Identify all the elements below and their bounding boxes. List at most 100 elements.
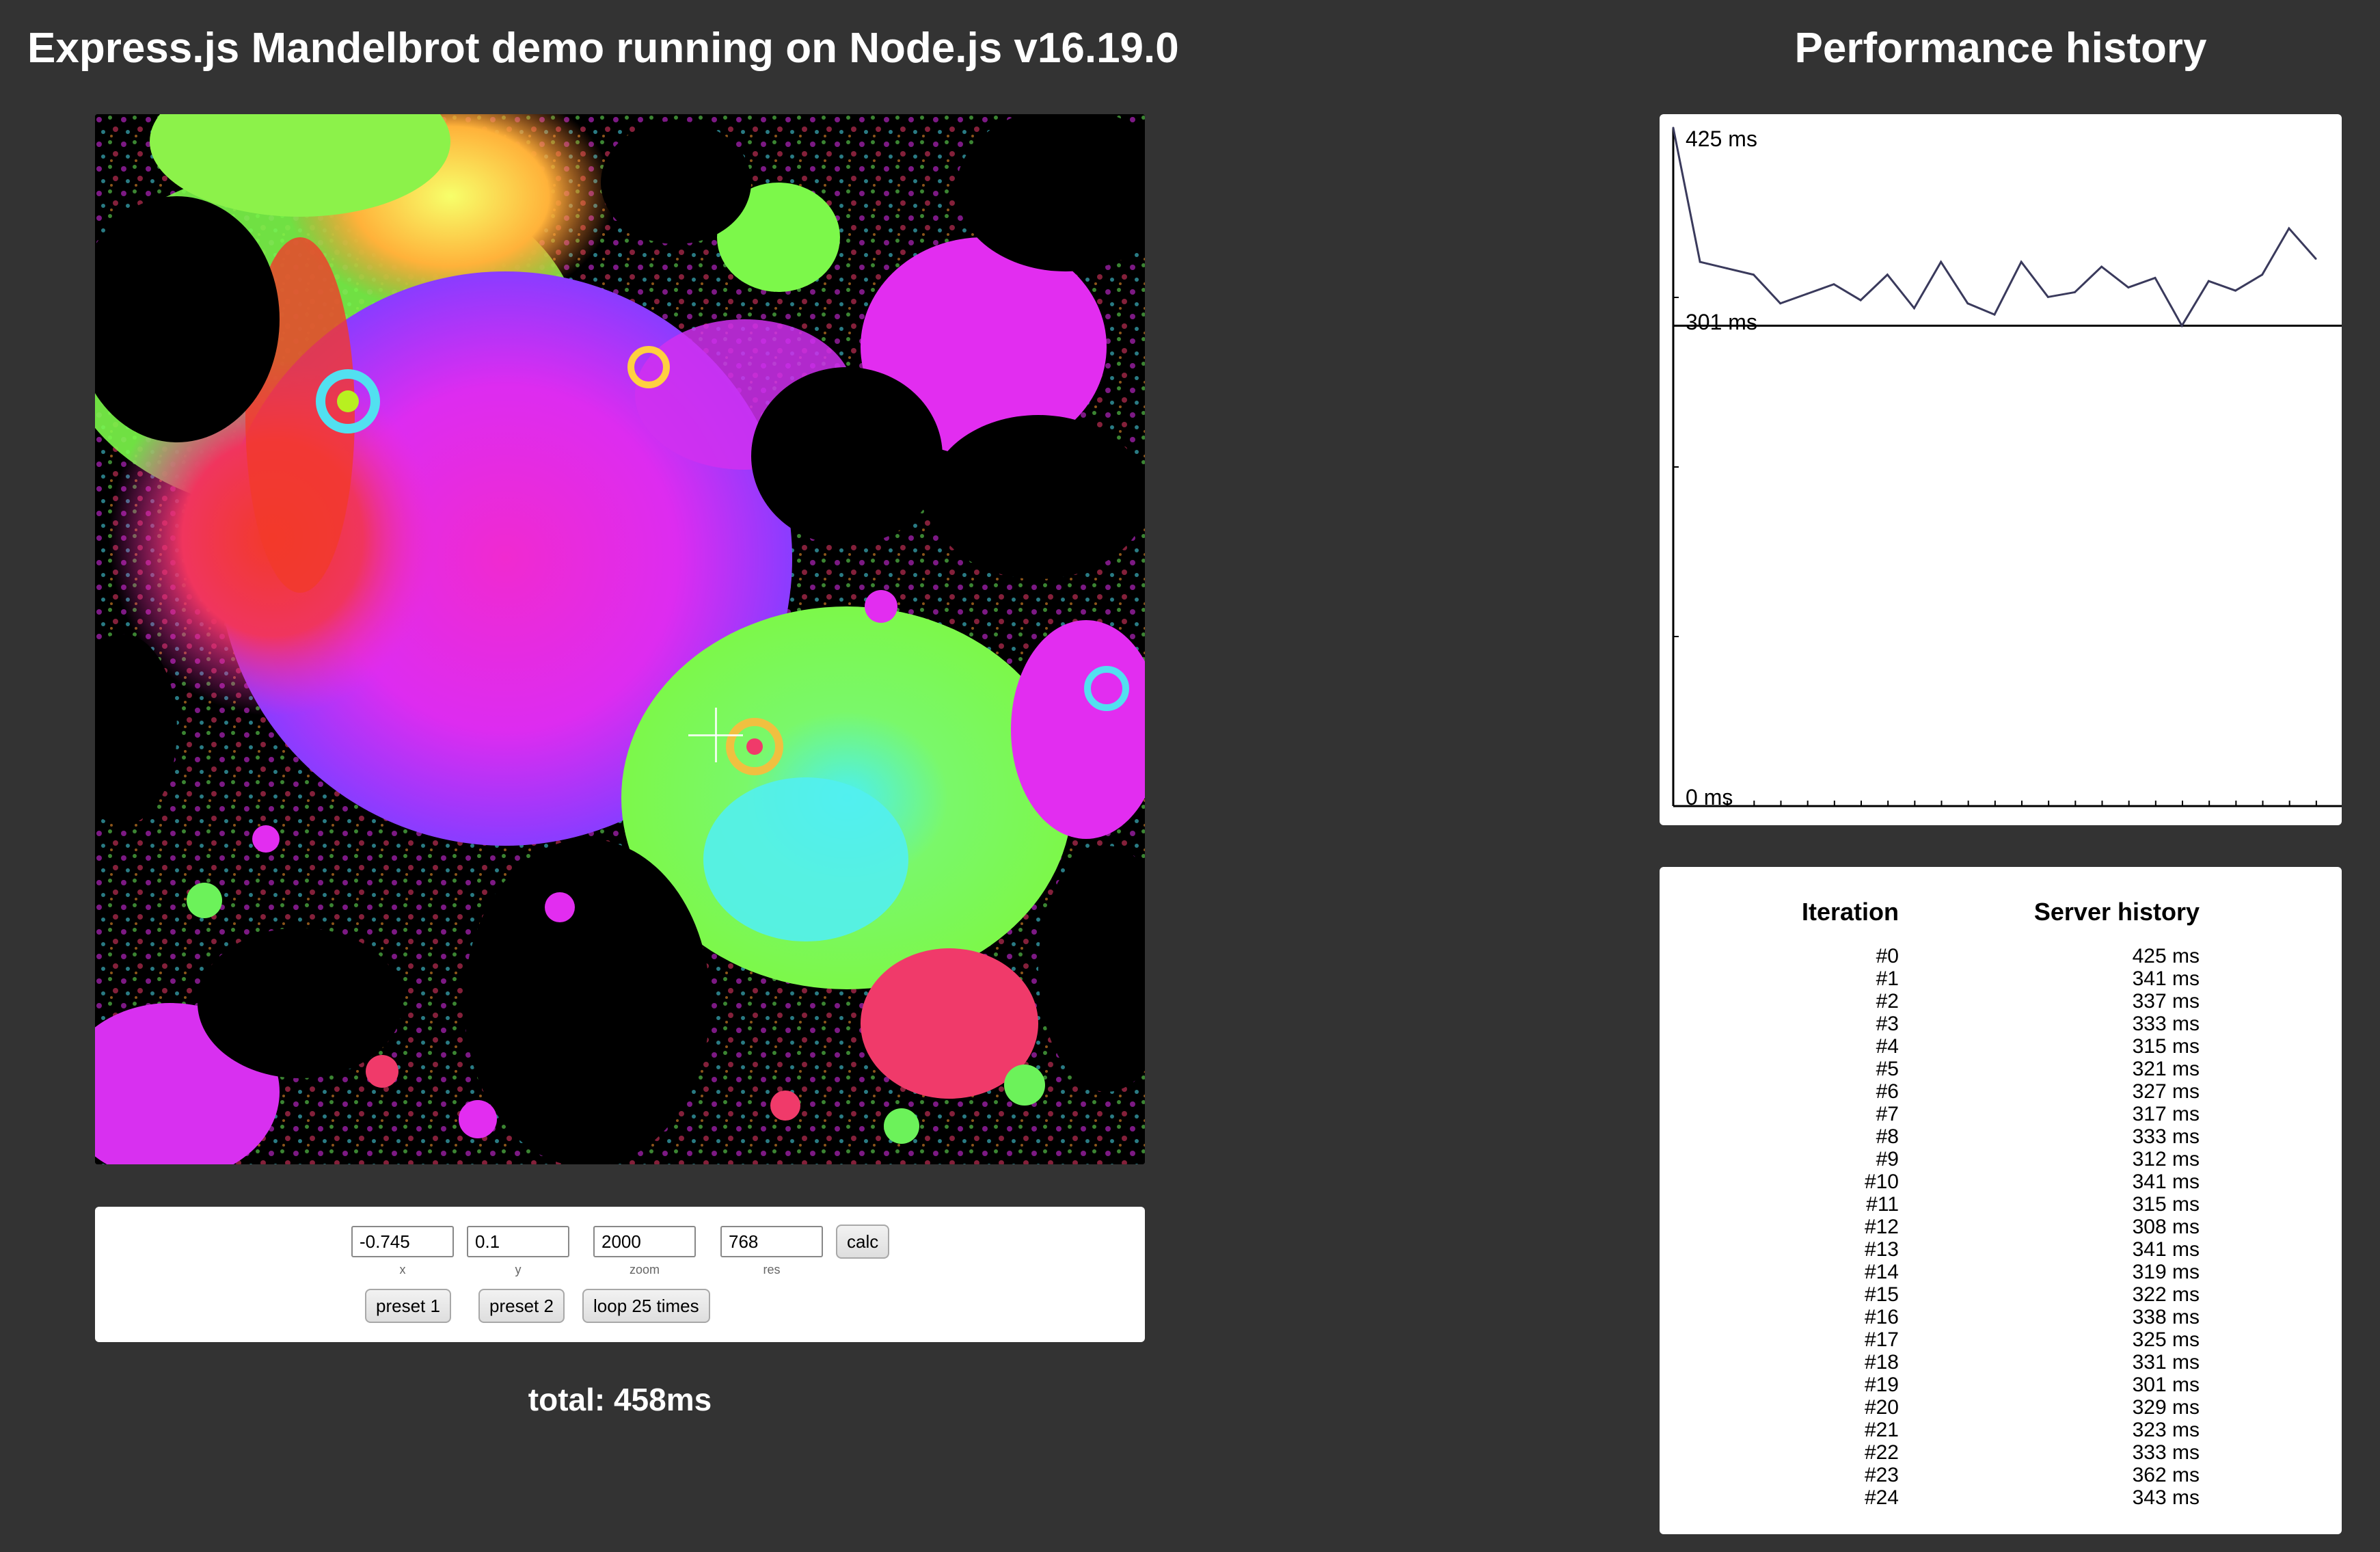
iteration-cell: #0 <box>1876 945 1899 967</box>
crosshair-horizontal <box>688 734 743 736</box>
mandelbrot-canvas[interactable] <box>95 114 1145 1164</box>
chart-point <box>2207 280 2210 282</box>
chart-ticks <box>1673 297 2317 806</box>
table-row: #21 323 ms <box>1748 1419 2200 1441</box>
performance-title: Performance history <box>1794 25 2207 72</box>
chart-point <box>1940 260 1943 263</box>
iteration-cell: #7 <box>1876 1103 1899 1125</box>
preset-1-button[interactable]: preset 1 <box>365 1289 451 1323</box>
iteration-cell: #14 <box>1864 1261 1899 1283</box>
y-input[interactable] <box>467 1226 569 1257</box>
table-row: #0 425 ms <box>1748 945 2200 967</box>
table-row: #5 321 ms <box>1748 1058 2200 1080</box>
iteration-cell: #15 <box>1864 1283 1899 1306</box>
server-time-cell: 333 ms <box>2132 1013 2200 1035</box>
chart-points <box>1672 126 2317 327</box>
chart-point <box>1725 267 1728 269</box>
table-row: #9 312 ms <box>1748 1148 2200 1170</box>
x-label: x <box>399 1263 406 1276</box>
chart-max-label: 425 ms <box>1686 126 1757 151</box>
server-time-cell: 312 ms <box>2132 1148 2200 1170</box>
server-time-cell: 321 ms <box>2132 1058 2200 1080</box>
iteration-cell: #20 <box>1864 1396 1899 1419</box>
total-time: total: 458ms <box>528 1382 712 1417</box>
chart-point <box>1886 273 1889 276</box>
chart-point <box>1779 302 1782 305</box>
x-field: x <box>351 1226 454 1277</box>
server-time-cell: 425 ms <box>2132 945 2200 967</box>
server-time-cell: 337 ms <box>2132 990 2200 1013</box>
mandelbrot-render-icon <box>95 114 1145 1164</box>
table-row: #2 337 ms <box>1748 990 2200 1013</box>
table-row: #8 333 ms <box>1748 1125 2200 1148</box>
zoom-input[interactable] <box>593 1226 696 1257</box>
chart-point <box>2234 289 2236 292</box>
chart-point <box>1833 283 1835 286</box>
server-time-cell: 341 ms <box>2132 1238 2200 1261</box>
iteration-cell: #16 <box>1864 1306 1899 1328</box>
table-row: #7 317 ms <box>1748 1103 2200 1125</box>
chart-point <box>1753 273 1755 276</box>
chart-point <box>2020 260 2023 263</box>
iteration-cell: #2 <box>1876 990 1899 1013</box>
iteration-cell: #1 <box>1876 967 1899 990</box>
chart-point <box>2180 324 2183 327</box>
table-row: #14 319 ms <box>1748 1261 2200 1283</box>
controls-panel: x y zoom res calc preset 1 preset 2 loop… <box>95 1207 1145 1342</box>
table-row: #22 333 ms <box>1748 1441 2200 1464</box>
table-row: #13 341 ms <box>1748 1238 2200 1261</box>
server-time-cell: 315 ms <box>2132 1193 2200 1216</box>
iteration-cell: #18 <box>1864 1351 1899 1374</box>
loop-button[interactable]: loop 25 times <box>582 1289 710 1323</box>
y-label: y <box>515 1263 522 1276</box>
server-time-cell: 327 ms <box>2132 1080 2200 1103</box>
iteration-cell: #10 <box>1864 1170 1899 1193</box>
server-time-cell: 333 ms <box>2132 1441 2200 1464</box>
server-history-header: Server history <box>2033 898 2200 926</box>
zoom-field: zoom <box>593 1226 696 1277</box>
chart-point <box>2261 273 2264 276</box>
chart-point <box>2154 276 2156 279</box>
chart-point <box>2314 257 2317 260</box>
server-time-cell: 323 ms <box>2132 1419 2200 1441</box>
server-history-table: Iteration Server history #0 425 ms #1 341 m… <box>1748 900 2200 1510</box>
server-time-cell: 331 ms <box>2132 1351 2200 1374</box>
chart-point <box>2288 227 2290 230</box>
table-row: #23 362 ms <box>1748 1464 2200 1486</box>
table-row: #16 338 ms <box>1748 1306 2200 1328</box>
chart-point <box>2100 265 2103 268</box>
iteration-header: Iteration <box>1801 898 1899 926</box>
table-row: #12 308 ms <box>1748 1216 2200 1238</box>
iteration-cell: #11 <box>1866 1193 1899 1216</box>
iteration-cell: #22 <box>1864 1441 1899 1464</box>
res-input[interactable] <box>720 1226 823 1257</box>
res-field: res <box>720 1226 823 1277</box>
preset-2-button[interactable]: preset 2 <box>478 1289 565 1323</box>
server-time-cell: 338 ms <box>2132 1306 2200 1328</box>
table-row: #15 322 ms <box>1748 1283 2200 1306</box>
chart-point <box>2046 295 2049 298</box>
server-time-cell: 325 ms <box>2132 1328 2200 1351</box>
chart-zero-label: 0 ms <box>1686 785 1733 810</box>
table-row: #10 341 ms <box>1748 1170 2200 1193</box>
page-title: Express.js Mandelbrot demo running on No… <box>27 25 1179 72</box>
iteration-cell: #3 <box>1876 1013 1899 1035</box>
chart-point <box>1993 313 1996 316</box>
chart-axes <box>1672 128 2342 807</box>
iteration-cell: #17 <box>1864 1328 1899 1351</box>
server-time-cell: 341 ms <box>2132 967 2200 990</box>
iteration-cell: #19 <box>1864 1374 1899 1396</box>
x-input[interactable] <box>351 1226 454 1257</box>
table-row: #20 329 ms <box>1748 1396 2200 1419</box>
iteration-cell: #21 <box>1864 1419 1899 1441</box>
chart-point <box>1966 302 1969 305</box>
calc-button[interactable]: calc <box>836 1225 890 1259</box>
table-header-row: Iteration Server history <box>1748 900 2200 945</box>
iteration-cell: #8 <box>1876 1125 1899 1148</box>
chart-series-line <box>1672 127 2317 328</box>
chart-point <box>1859 299 1862 302</box>
server-time-cell: 333 ms <box>2132 1125 2200 1148</box>
performance-chart: 425 ms 301 ms 0 ms <box>1660 114 2342 825</box>
server-time-cell: 301 ms <box>2132 1374 2200 1396</box>
server-time-cell: 343 ms <box>2132 1486 2200 1509</box>
